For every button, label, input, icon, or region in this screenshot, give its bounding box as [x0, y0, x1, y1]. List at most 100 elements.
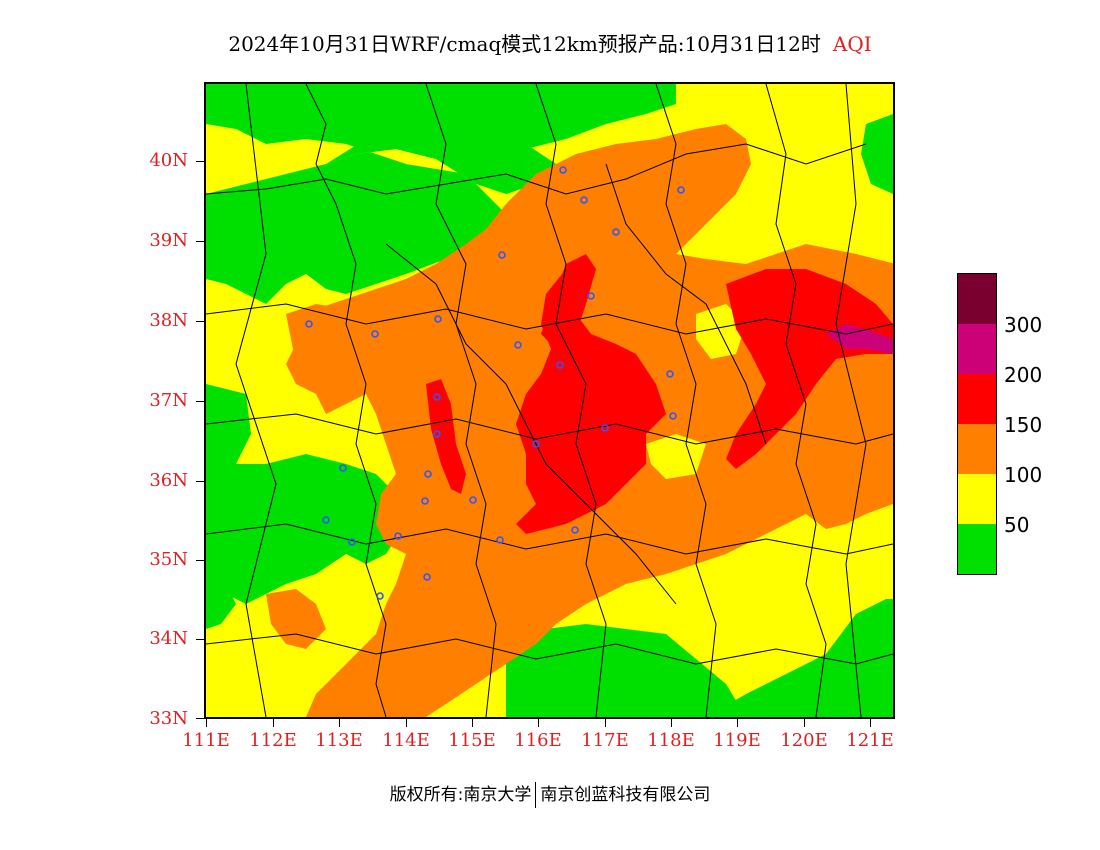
lon-label-121e: 121E	[846, 730, 894, 751]
orange-region-east	[806, 464, 893, 529]
lon-tick	[339, 719, 340, 727]
lat-label-36n: 36N	[149, 470, 188, 491]
lat-label-38n: 38N	[149, 310, 188, 331]
green-region-west	[206, 384, 406, 604]
lat-label-40n: 40N	[149, 150, 188, 171]
lat-label-34n: 34N	[149, 628, 188, 649]
city-marker	[322, 516, 330, 524]
lon-label-119e: 119E	[713, 730, 761, 751]
lat-tick	[196, 718, 204, 719]
lon-tick	[671, 719, 672, 727]
lat-tick	[196, 560, 204, 561]
lon-tick	[206, 719, 207, 727]
legend-label-300: 300	[1004, 313, 1043, 337]
legend-label-50: 50	[1004, 513, 1030, 537]
city-marker	[666, 370, 674, 378]
footer-company: 南京创蓝科技有限公司	[540, 785, 711, 805]
aqi-map	[204, 82, 895, 719]
footer-credits: 版权所有:南京大学 南京创蓝科技有限公司	[0, 780, 1100, 808]
city-marker	[421, 497, 429, 505]
city-marker	[394, 532, 402, 540]
city-marker	[496, 536, 504, 544]
legend-swatch-150-200	[958, 374, 996, 424]
title-variable: AQI	[832, 32, 872, 56]
city-marker	[339, 464, 347, 472]
lon-label-117e: 117E	[581, 730, 629, 751]
lon-label-115e: 115E	[448, 730, 496, 751]
lon-tick	[870, 719, 871, 727]
lat-tick	[196, 639, 204, 640]
city-marker	[371, 330, 379, 338]
city-marker	[532, 440, 540, 448]
lat-tick	[196, 241, 204, 242]
lon-label-114e: 114E	[382, 730, 430, 751]
legend-swatch-50-100	[958, 474, 996, 524]
green-region-southwest	[206, 574, 236, 629]
lat-label-39n: 39N	[149, 230, 188, 251]
city-marker	[559, 166, 567, 174]
city-marker	[305, 320, 313, 328]
green-region-southeast	[506, 599, 893, 717]
green-region-north-strip	[326, 139, 556, 194]
city-marker	[423, 573, 431, 581]
city-marker	[433, 430, 441, 438]
city-marker	[580, 196, 588, 204]
lon-label-113e: 113E	[315, 730, 363, 751]
city-marker	[376, 592, 384, 600]
legend-swatch-300-plus	[958, 274, 996, 324]
city-marker	[677, 186, 685, 194]
lon-tick	[538, 719, 539, 727]
lon-tick	[804, 719, 805, 727]
legend-label-100: 100	[1004, 463, 1043, 487]
lon-label-116e: 116E	[514, 730, 562, 751]
lat-label-33n: 33N	[149, 708, 188, 729]
magenta-region-east	[826, 324, 893, 354]
city-marker	[348, 538, 356, 546]
red-region-west-strip	[426, 379, 466, 494]
city-marker	[587, 292, 595, 300]
aqi-color-legend	[957, 273, 997, 575]
lon-label-118e: 118E	[647, 730, 695, 751]
city-marker	[601, 424, 609, 432]
lon-label-111e: 111E	[182, 730, 230, 751]
legend-swatch-0-50	[958, 524, 996, 574]
city-marker	[433, 393, 441, 401]
lon-tick	[273, 719, 274, 727]
green-region-northwest	[206, 84, 676, 304]
lat-label-35n: 35N	[149, 549, 188, 570]
title-main: 2024年10月31日WRF/cmaq模式12km预报产品:10月31日12时	[228, 32, 821, 56]
lon-tick	[605, 719, 606, 727]
admin-boundaries	[206, 84, 893, 717]
city-markers	[305, 166, 685, 600]
city-marker	[434, 315, 442, 323]
lon-tick	[737, 719, 738, 727]
legend-label-150: 150	[1004, 413, 1043, 437]
city-marker	[498, 251, 506, 259]
city-marker	[424, 470, 432, 478]
red-region-north	[541, 254, 596, 349]
footer-separator	[535, 782, 537, 808]
city-marker	[514, 341, 522, 349]
lat-tick	[196, 161, 204, 162]
lat-label-37n: 37N	[149, 390, 188, 411]
aqi-map-canvas	[206, 84, 893, 717]
city-marker	[612, 228, 620, 236]
orange-region-southwest	[266, 589, 326, 649]
lon-tick	[406, 719, 407, 727]
green-region-northeast	[861, 114, 893, 194]
city-marker	[571, 526, 579, 534]
city-marker	[669, 412, 677, 420]
yellow-region-southeast-inner	[646, 434, 706, 479]
lat-tick	[196, 401, 204, 402]
lon-tick	[472, 719, 473, 727]
city-marker	[469, 496, 477, 504]
lon-label-120e: 120E	[780, 730, 828, 751]
lon-label-112e: 112E	[249, 730, 297, 751]
city-marker	[556, 361, 564, 369]
legend-label-200: 200	[1004, 363, 1043, 387]
legend-swatch-100-150	[958, 424, 996, 474]
legend-swatch-200-300	[958, 324, 996, 374]
lat-tick	[196, 481, 204, 482]
chart-title: 2024年10月31日WRF/cmaq模式12km预报产品:10月31日12时 A…	[0, 28, 1100, 57]
footer-copyright: 版权所有:南京大学	[389, 785, 532, 805]
